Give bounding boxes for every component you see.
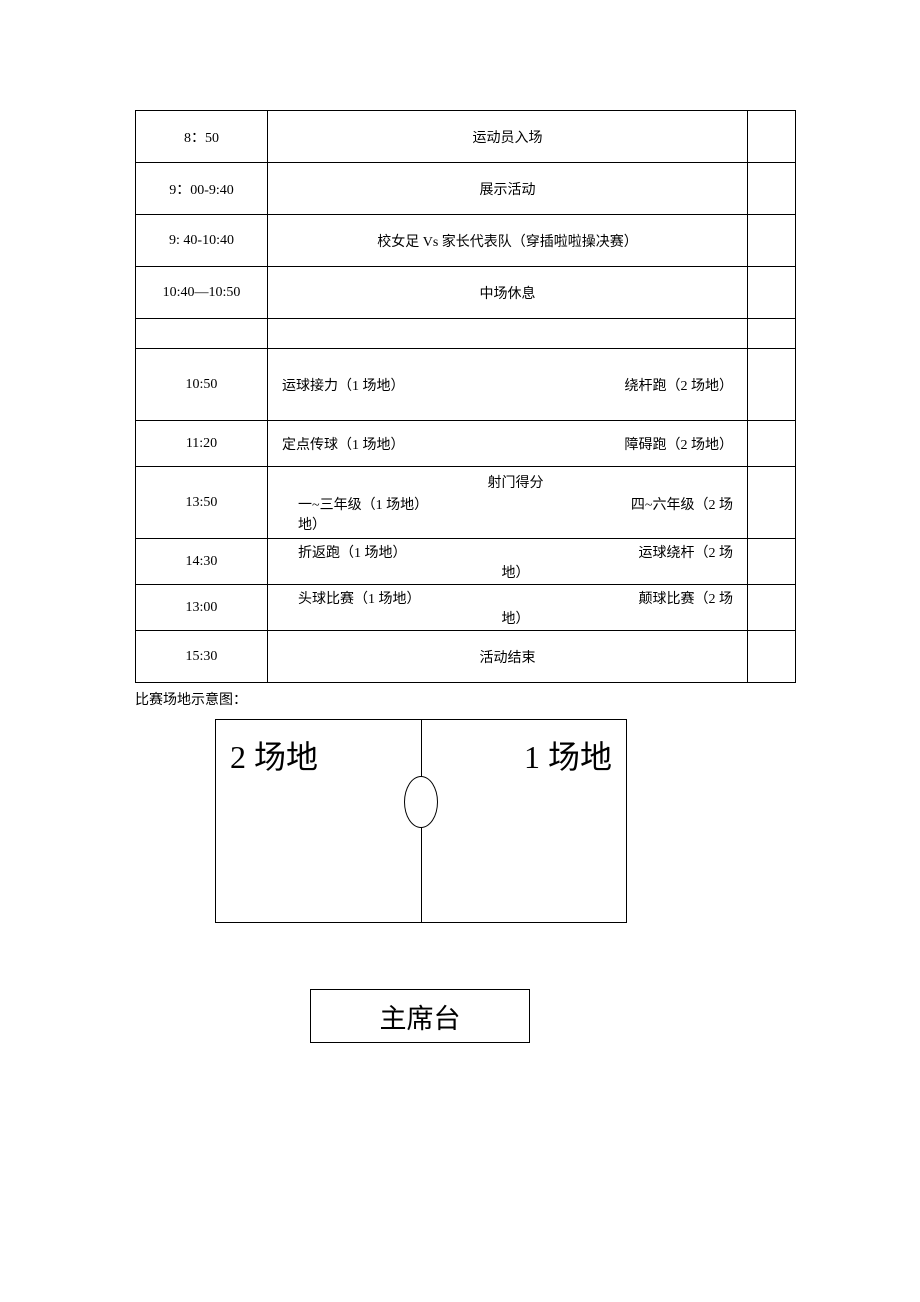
table-row: 11:20 定点传球（1 场地） 障碍跑（2 场地） xyxy=(136,421,796,467)
time-cell: 10:50 xyxy=(136,349,268,421)
field-diagram: 2 场地 1 场地 xyxy=(215,719,627,923)
field-1-label: 1 场地 xyxy=(524,732,612,778)
extra-cell xyxy=(748,467,796,539)
activity-right: 四~六年级（2 场 xyxy=(535,494,733,514)
time-cell: 10:40—10:50 xyxy=(136,267,268,319)
extra-cell xyxy=(748,585,796,631)
extra-cell xyxy=(748,215,796,267)
activity-right: 运球绕杆（2 场 xyxy=(639,542,734,562)
table-row: 13:00 头球比赛（1 场地） 颠球比赛（2 场 地） xyxy=(136,585,796,631)
time-cell: 14:30 xyxy=(136,539,268,585)
activity-line2: 地） xyxy=(298,562,733,582)
activity-left: 头球比赛（1 场地） xyxy=(298,588,421,608)
time-cell: 13:50 xyxy=(136,467,268,539)
extra-cell xyxy=(748,421,796,467)
podium-box: 主席台 xyxy=(310,989,530,1043)
activity-title: 射门得分 xyxy=(298,472,733,492)
table-row: 10:40—10:50 中场休息 xyxy=(136,267,796,319)
activity-left: 一~三年级（1 场地） xyxy=(298,494,535,514)
activity-left: 折返跑（1 场地） xyxy=(298,542,407,562)
schedule-table: 8：50 运动员入场 9：00-9:40 展示活动 9: 40-10:40 校女… xyxy=(135,110,796,683)
content-cell: 运动员入场 xyxy=(268,111,748,163)
time-cell: 15:30 xyxy=(136,631,268,683)
table-row xyxy=(136,319,796,349)
time-cell: 9：00-9:40 xyxy=(136,163,268,215)
content-cell: 校女足 Vs 家长代表队（穿插啦啦操决赛） xyxy=(268,215,748,267)
time-cell: 9: 40-10:40 xyxy=(136,215,268,267)
content-cell: 展示活动 xyxy=(268,163,748,215)
time-cell: 11:20 xyxy=(136,421,268,467)
extra-cell xyxy=(748,319,796,349)
time-cell xyxy=(136,319,268,349)
table-row: 15:30 活动结束 xyxy=(136,631,796,683)
activity-left: 定点传球（1 场地） xyxy=(282,434,508,454)
field-2-label: 2 场地 xyxy=(230,732,318,778)
diagram-label: 比赛场地示意图： xyxy=(135,689,795,709)
activity-line2: 地） xyxy=(298,514,733,534)
extra-cell xyxy=(748,163,796,215)
table-row: 8：50 运动员入场 xyxy=(136,111,796,163)
activity-right: 障碍跑（2 场地） xyxy=(508,434,734,454)
content-cell: 活动结束 xyxy=(268,631,748,683)
content-cell: 中场休息 xyxy=(268,267,748,319)
activity-left: 运球接力（1 场地） xyxy=(282,375,508,395)
time-cell: 13:00 xyxy=(136,585,268,631)
content-cell: 射门得分 一~三年级（1 场地） 四~六年级（2 场 地） xyxy=(268,467,748,539)
extra-cell xyxy=(748,539,796,585)
extra-cell xyxy=(748,631,796,683)
table-row: 13:50 射门得分 一~三年级（1 场地） 四~六年级（2 场 地） xyxy=(136,467,796,539)
activity-right: 颠球比赛（2 场 xyxy=(639,588,734,608)
extra-cell xyxy=(748,267,796,319)
table-row: 9：00-9:40 展示活动 xyxy=(136,163,796,215)
table-row: 14:30 折返跑（1 场地） 运球绕杆（2 场 地） xyxy=(136,539,796,585)
time-cell: 8：50 xyxy=(136,111,268,163)
content-cell: 头球比赛（1 场地） 颠球比赛（2 场 地） xyxy=(268,585,748,631)
content-cell: 定点传球（1 场地） 障碍跑（2 场地） xyxy=(268,421,748,467)
content-cell: 折返跑（1 场地） 运球绕杆（2 场 地） xyxy=(268,539,748,585)
table-row: 10:50 运球接力（1 场地） 绕杆跑（2 场地） xyxy=(136,349,796,421)
field-center-circle xyxy=(404,776,438,828)
activity-line2: 地） xyxy=(298,608,733,628)
content-cell xyxy=(268,319,748,349)
table-row: 9: 40-10:40 校女足 Vs 家长代表队（穿插啦啦操决赛） xyxy=(136,215,796,267)
content-cell: 运球接力（1 场地） 绕杆跑（2 场地） xyxy=(268,349,748,421)
extra-cell xyxy=(748,111,796,163)
extra-cell xyxy=(748,349,796,421)
activity-right: 绕杆跑（2 场地） xyxy=(508,375,734,395)
